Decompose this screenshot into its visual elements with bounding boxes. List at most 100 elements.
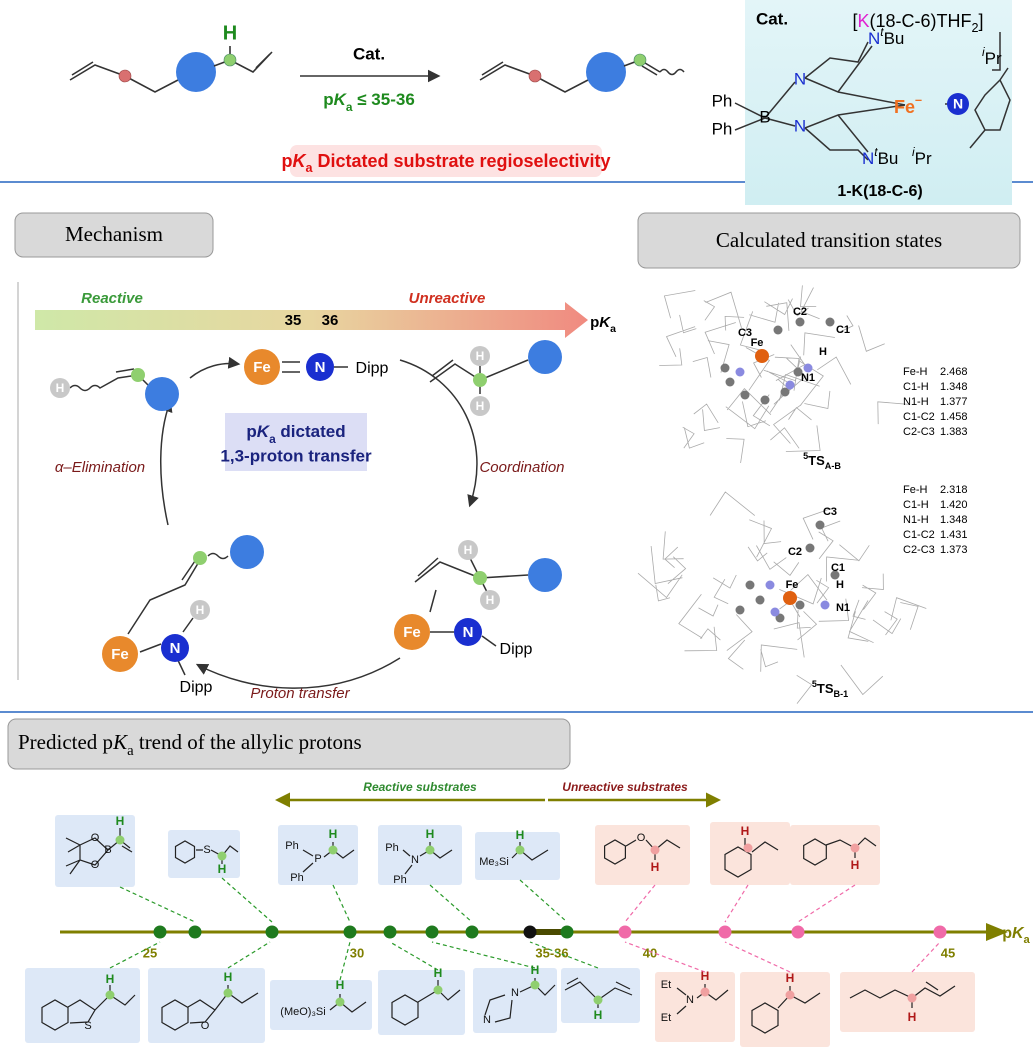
- section-title: Calculated transition states: [716, 228, 942, 252]
- arrow-label: Cat.: [353, 44, 385, 63]
- atom-label: C1: [836, 324, 850, 336]
- atom: [105, 990, 115, 1000]
- banner-text-part: K: [292, 151, 307, 171]
- axis-title-part: K: [1012, 925, 1025, 942]
- reaction-scheme: [69, 46, 685, 93]
- distance-value: 1.373: [940, 544, 968, 556]
- atom-label: H: [516, 828, 525, 842]
- atom-label: H: [651, 860, 660, 874]
- substituent: [586, 52, 626, 92]
- atom: [473, 571, 487, 585]
- atom-label: N: [511, 987, 519, 999]
- center-text: 1,3-proton transfer: [220, 446, 372, 465]
- atom: [115, 835, 125, 845]
- pka-point: [933, 925, 947, 939]
- atom-label: Ph: [290, 872, 303, 884]
- distance-value: 1.458: [940, 411, 968, 423]
- axis-label: Reactive: [81, 290, 143, 307]
- atom-label: H: [531, 963, 540, 977]
- atom-label: S: [84, 1020, 91, 1032]
- connector: [221, 877, 273, 923]
- atom-label: Ph: [385, 842, 398, 854]
- ts-name-part: B-1: [834, 689, 849, 699]
- wireframe: [637, 491, 927, 704]
- substrate-box: [740, 972, 830, 1047]
- connector: [389, 941, 439, 971]
- atom-label: H: [701, 969, 710, 983]
- substrate-box: [148, 968, 265, 1043]
- atom: [815, 520, 825, 530]
- atom: [743, 843, 753, 853]
- atom-disk: [306, 353, 334, 381]
- atom: [515, 845, 525, 855]
- section-title-part: K: [112, 730, 128, 754]
- section-box: [14, 212, 214, 258]
- atom-disk: [50, 378, 70, 398]
- axis-tick: 30: [350, 945, 364, 960]
- pka-point: [560, 925, 574, 939]
- atom-label: H: [836, 579, 844, 591]
- atom-label: H: [464, 543, 473, 557]
- arrow-label: Unreactive substrates: [562, 780, 688, 794]
- atom-label: H: [741, 824, 750, 838]
- atom-label: H: [786, 971, 795, 985]
- connector: [332, 884, 351, 923]
- atom: [700, 987, 710, 997]
- atom-label: Fe: [253, 359, 271, 376]
- atom: [775, 613, 785, 623]
- ts-name-part: TS: [808, 453, 825, 468]
- atom-disk: [454, 618, 482, 646]
- atom: [725, 377, 735, 387]
- atom: [118, 69, 132, 83]
- atom-part: t: [880, 25, 884, 39]
- axis-title-part: K: [599, 314, 611, 331]
- atom-label: C1: [831, 562, 845, 574]
- bond: [282, 361, 348, 373]
- substrate-skeleton: [604, 839, 681, 865]
- atom-label: B: [104, 844, 111, 856]
- distance-value: 1.377: [940, 396, 968, 408]
- atom: [907, 993, 917, 1003]
- substrate-box: [475, 832, 560, 880]
- atom-label: N: [483, 1014, 491, 1026]
- connector: [119, 886, 196, 923]
- atom-label: Ph: [712, 119, 733, 138]
- atom-label: H: [56, 381, 65, 395]
- atom-label: C3: [823, 506, 837, 518]
- atom: [335, 997, 345, 1007]
- atom: [131, 368, 145, 382]
- atom-label: H: [476, 349, 485, 363]
- bond: [213, 46, 273, 73]
- condition: pKa ≤ 35-36: [323, 90, 415, 114]
- banner: [290, 145, 602, 177]
- atom: [217, 851, 227, 861]
- banner-text: pKa Dictated substrate regioselectivity: [281, 151, 610, 176]
- atom: [528, 69, 542, 83]
- atom-label: N: [953, 96, 963, 112]
- arrow: [399, 359, 479, 508]
- counterion: [K(18-C-6)THF2]: [852, 11, 983, 36]
- center-box: [225, 413, 367, 471]
- bracket: [992, 32, 1001, 71]
- connector: [797, 884, 856, 923]
- pka-point: [343, 925, 357, 939]
- atom-label: C2: [788, 546, 802, 558]
- atom-part: i: [982, 45, 985, 59]
- substrate-box: [55, 815, 135, 887]
- connector: [339, 941, 351, 981]
- atom: [223, 53, 237, 67]
- distance-value: 1.431: [940, 529, 968, 541]
- pka-point: [265, 925, 279, 939]
- axis-title: pKa: [1002, 925, 1030, 946]
- bond: [804, 104, 906, 161]
- atom: [830, 570, 840, 580]
- atom: [650, 845, 660, 855]
- distance-name: C1-C2: [903, 411, 935, 423]
- catalyst-label: Cat.: [756, 9, 788, 28]
- atom-label: Ph: [285, 840, 298, 852]
- distance-name: C1-C2: [903, 529, 935, 541]
- distance-name: C1-H: [903, 381, 929, 393]
- distance-name: Fe-H: [903, 484, 928, 496]
- atom-disk: [190, 600, 210, 620]
